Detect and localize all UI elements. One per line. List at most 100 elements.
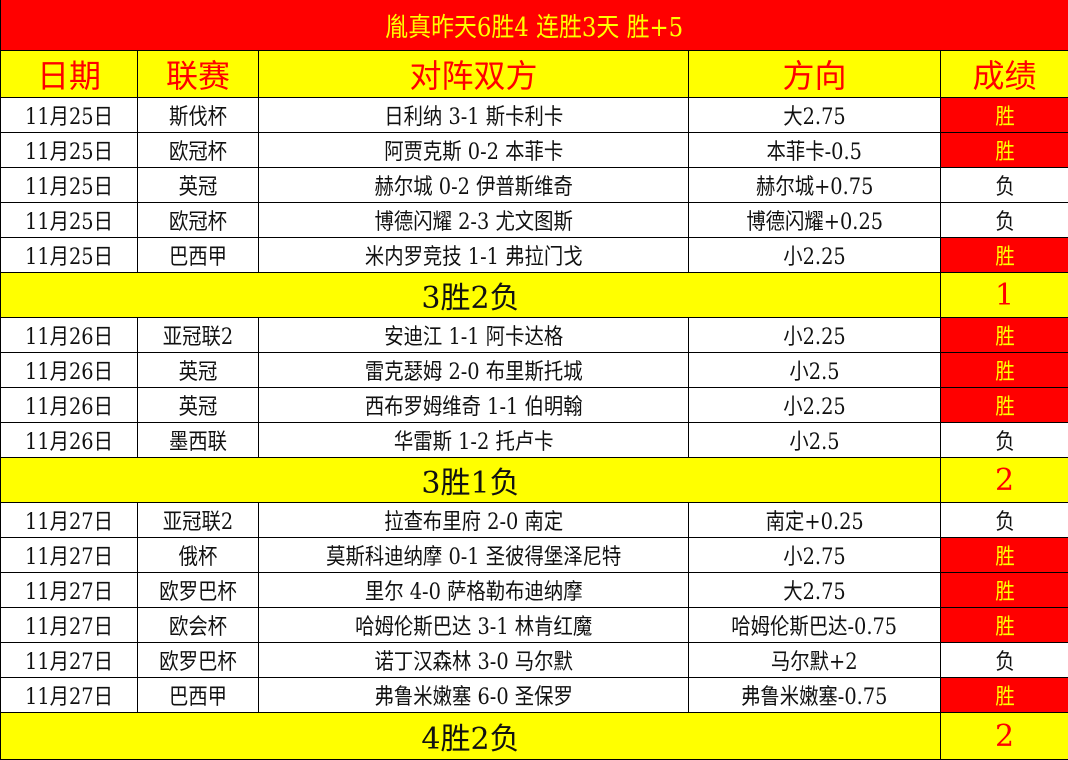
result-text: 负 (995, 424, 1014, 456)
cell-date: 11月27日 (1, 503, 138, 538)
cell-date: 11月25日 (1, 238, 138, 273)
result-text: 胜 (995, 609, 1014, 641)
table-row: 11月27日巴西甲 弗鲁米嫩塞 6-0 圣保罗 弗鲁米嫩塞-0.75 胜 (1, 678, 1068, 713)
cell-league: 英冠 (138, 388, 259, 423)
cell-match: 阿贾克斯 0-2 本菲卡 (259, 133, 689, 168)
table-row: 11月27日欧会杯哈姆伦斯巴达 3-1 林肯红魔哈姆伦斯巴达-0.75 胜 (1, 608, 1068, 643)
league-text: 欧会杯 (169, 609, 227, 641)
cell-date: 11月27日 (1, 538, 138, 573)
cell-pick: 哈姆伦斯巴达-0.75 (689, 608, 941, 643)
date-text: 11月27日 (25, 539, 113, 571)
cell-pick: 马尔默+2 (689, 643, 941, 678)
result-text: 胜 (995, 539, 1014, 571)
pick-text: 小2.75 (783, 539, 845, 571)
match-text: 赫尔城 0-2 伊普斯维奇 (374, 169, 572, 201)
cell-league: 欧会杯 (138, 608, 259, 643)
league-text: 斯伐杯 (169, 99, 227, 131)
cell-pick: 小2.5 (689, 423, 941, 458)
pick-text: 小2.25 (783, 239, 845, 271)
date-text: 11月25日 (25, 204, 113, 236)
result-text: 胜 (995, 99, 1014, 131)
summary-record: 3胜1负 (1, 458, 941, 503)
match-text: 弗鲁米嫩塞 6-0 圣保罗 (374, 679, 572, 711)
result-text: 负 (995, 204, 1014, 236)
league-text: 墨西联 (169, 424, 227, 456)
pick-text: 马尔默+2 (771, 644, 858, 676)
cell-date: 11月26日 (1, 388, 138, 423)
cell-league: 亚冠联2 (138, 318, 259, 353)
pick-text: 大2.75 (783, 99, 845, 131)
cell-date: 11月25日 (1, 203, 138, 238)
league-text: 巴西甲 (169, 239, 227, 271)
result-text: 胜 (995, 134, 1014, 166)
cell-league: 亚冠联2 (138, 503, 259, 538)
cell-pick: 小2.25 (689, 388, 941, 423)
cell-match: 弗鲁米嫩塞 6-0 圣保罗 (259, 678, 689, 713)
result-text: 胜 (995, 319, 1014, 351)
cell-match: 华雷斯 1-2 托卢卡 (259, 423, 689, 458)
cell-pick: 小2.25 (689, 318, 941, 353)
match-text: 雷克瑟姆 2-0 布里斯托城 (365, 354, 583, 386)
match-text: 日利纳 3-1 斯卡利卡 (384, 99, 563, 131)
date-text: 11月25日 (25, 239, 113, 271)
cell-league: 欧罗巴杯 (138, 573, 259, 608)
table-row: 11月25日 巴西甲米内罗竞技 1-1 弗拉门戈 小2.25 胜 (1, 238, 1068, 273)
cell-date: 11月27日 (1, 608, 138, 643)
pick-text: 小2.25 (783, 319, 845, 351)
date-text: 11月25日 (25, 99, 113, 131)
page-title: 胤真昨天6胜4 连胜3天 胜+5 (1, 0, 1068, 51)
header-row: 日期 联赛 对阵双方 方向 成绩 (1, 51, 1068, 98)
cell-date: 11月26日 (1, 353, 138, 388)
header-pick: 方向 (689, 51, 941, 98)
pick-text: 弗鲁米嫩塞-0.75 (741, 679, 887, 711)
cell-date: 11月26日 (1, 318, 138, 353)
cell-result: 负 (941, 168, 1068, 203)
cell-result: 胜 (941, 133, 1068, 168)
cell-match: 里尔 4-0 萨格勒布迪纳摩 (259, 573, 689, 608)
cell-date: 11月25日 (1, 133, 138, 168)
pick-text: 小2.25 (783, 389, 845, 421)
cell-pick: 小2.5 (689, 353, 941, 388)
cell-pick: 南定+0.25 (689, 503, 941, 538)
cell-league: 俄杯 (138, 538, 259, 573)
table-row: 11月25日 斯伐杯 日利纳 3-1 斯卡利卡 大2.75 胜 (1, 98, 1068, 133)
cell-result: 胜 (941, 238, 1068, 273)
cell-result: 胜 (941, 608, 1068, 643)
cell-match: 赫尔城 0-2 伊普斯维奇 (259, 168, 689, 203)
pick-text: 小2.5 (789, 424, 839, 456)
cell-result: 胜 (941, 573, 1068, 608)
cell-match: 米内罗竞技 1-1 弗拉门戈 (259, 238, 689, 273)
match-text: 拉查布里府 2-0 南定 (384, 504, 563, 536)
cell-match: 哈姆伦斯巴达 3-1 林肯红魔 (259, 608, 689, 643)
cell-date: 11月26日 (1, 423, 138, 458)
result-text: 胜 (995, 239, 1014, 271)
league-text: 巴西甲 (169, 679, 227, 711)
match-text: 华雷斯 1-2 托卢卡 (394, 424, 554, 456)
date-text: 11月26日 (25, 424, 113, 456)
header-match: 对阵双方 (259, 51, 689, 98)
cell-result: 胜 (941, 353, 1068, 388)
table-row: 11月26日 墨西联 华雷斯 1-2 托卢卡 小2.5 负 (1, 423, 1068, 458)
cell-league: 巴西甲 (138, 678, 259, 713)
cell-pick: 大2.75 (689, 573, 941, 608)
date-text: 11月27日 (25, 504, 113, 536)
cell-date: 11月27日 (1, 643, 138, 678)
result-text: 胜 (995, 354, 1014, 386)
cell-date: 11月27日 (1, 678, 138, 713)
cell-match: 拉查布里府 2-0 南定 (259, 503, 689, 538)
cell-match: 安迪江 1-1 阿卡达格 (259, 318, 689, 353)
date-text: 11月25日 (25, 134, 113, 166)
cell-result: 负 (941, 203, 1068, 238)
cell-date: 11月25日 (1, 98, 138, 133)
summary-value: 2 (941, 713, 1068, 760)
result-text: 负 (995, 644, 1014, 676)
result-text: 胜 (995, 679, 1014, 711)
